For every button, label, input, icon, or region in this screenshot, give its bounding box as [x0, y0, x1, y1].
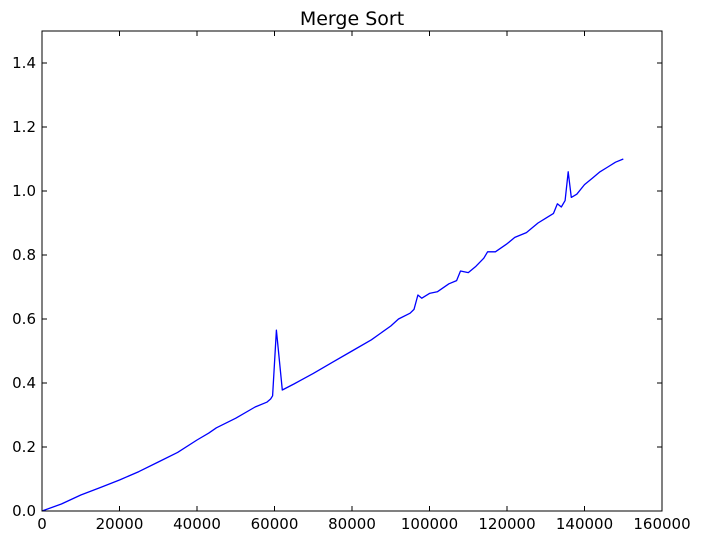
- y-tick-label: 0.6: [12, 310, 36, 328]
- x-tick-label: 160000: [633, 515, 690, 533]
- x-tick-label: 140000: [556, 515, 613, 533]
- plot-area: [41, 30, 663, 512]
- chart-title: Merge Sort: [300, 8, 404, 30]
- y-tick-label: 0.0: [12, 502, 36, 520]
- axis-ticks: [41, 31, 663, 512]
- x-tick-label: 60000: [251, 515, 299, 533]
- series-line: [41, 158, 624, 512]
- y-tick-label: 1.0: [12, 182, 36, 200]
- x-tick-label: 20000: [96, 515, 144, 533]
- x-tick-label: 0: [37, 515, 47, 533]
- axis-tick-labels: 0 20000 40000 60000 80000 100000 120000 140000 1…: [12, 54, 690, 533]
- y-tick-label: 0.4: [12, 374, 36, 392]
- y-tick-label: 0.8: [12, 246, 36, 264]
- x-tick-label: 100000: [401, 515, 458, 533]
- y-tick-label: 0.2: [12, 438, 36, 456]
- y-tick-label: 1.4: [12, 54, 36, 72]
- x-tick-label: 80000: [328, 515, 376, 533]
- x-tick-label: 120000: [478, 515, 535, 533]
- x-tick-label: 40000: [173, 515, 221, 533]
- y-tick-label: 1.2: [12, 118, 36, 136]
